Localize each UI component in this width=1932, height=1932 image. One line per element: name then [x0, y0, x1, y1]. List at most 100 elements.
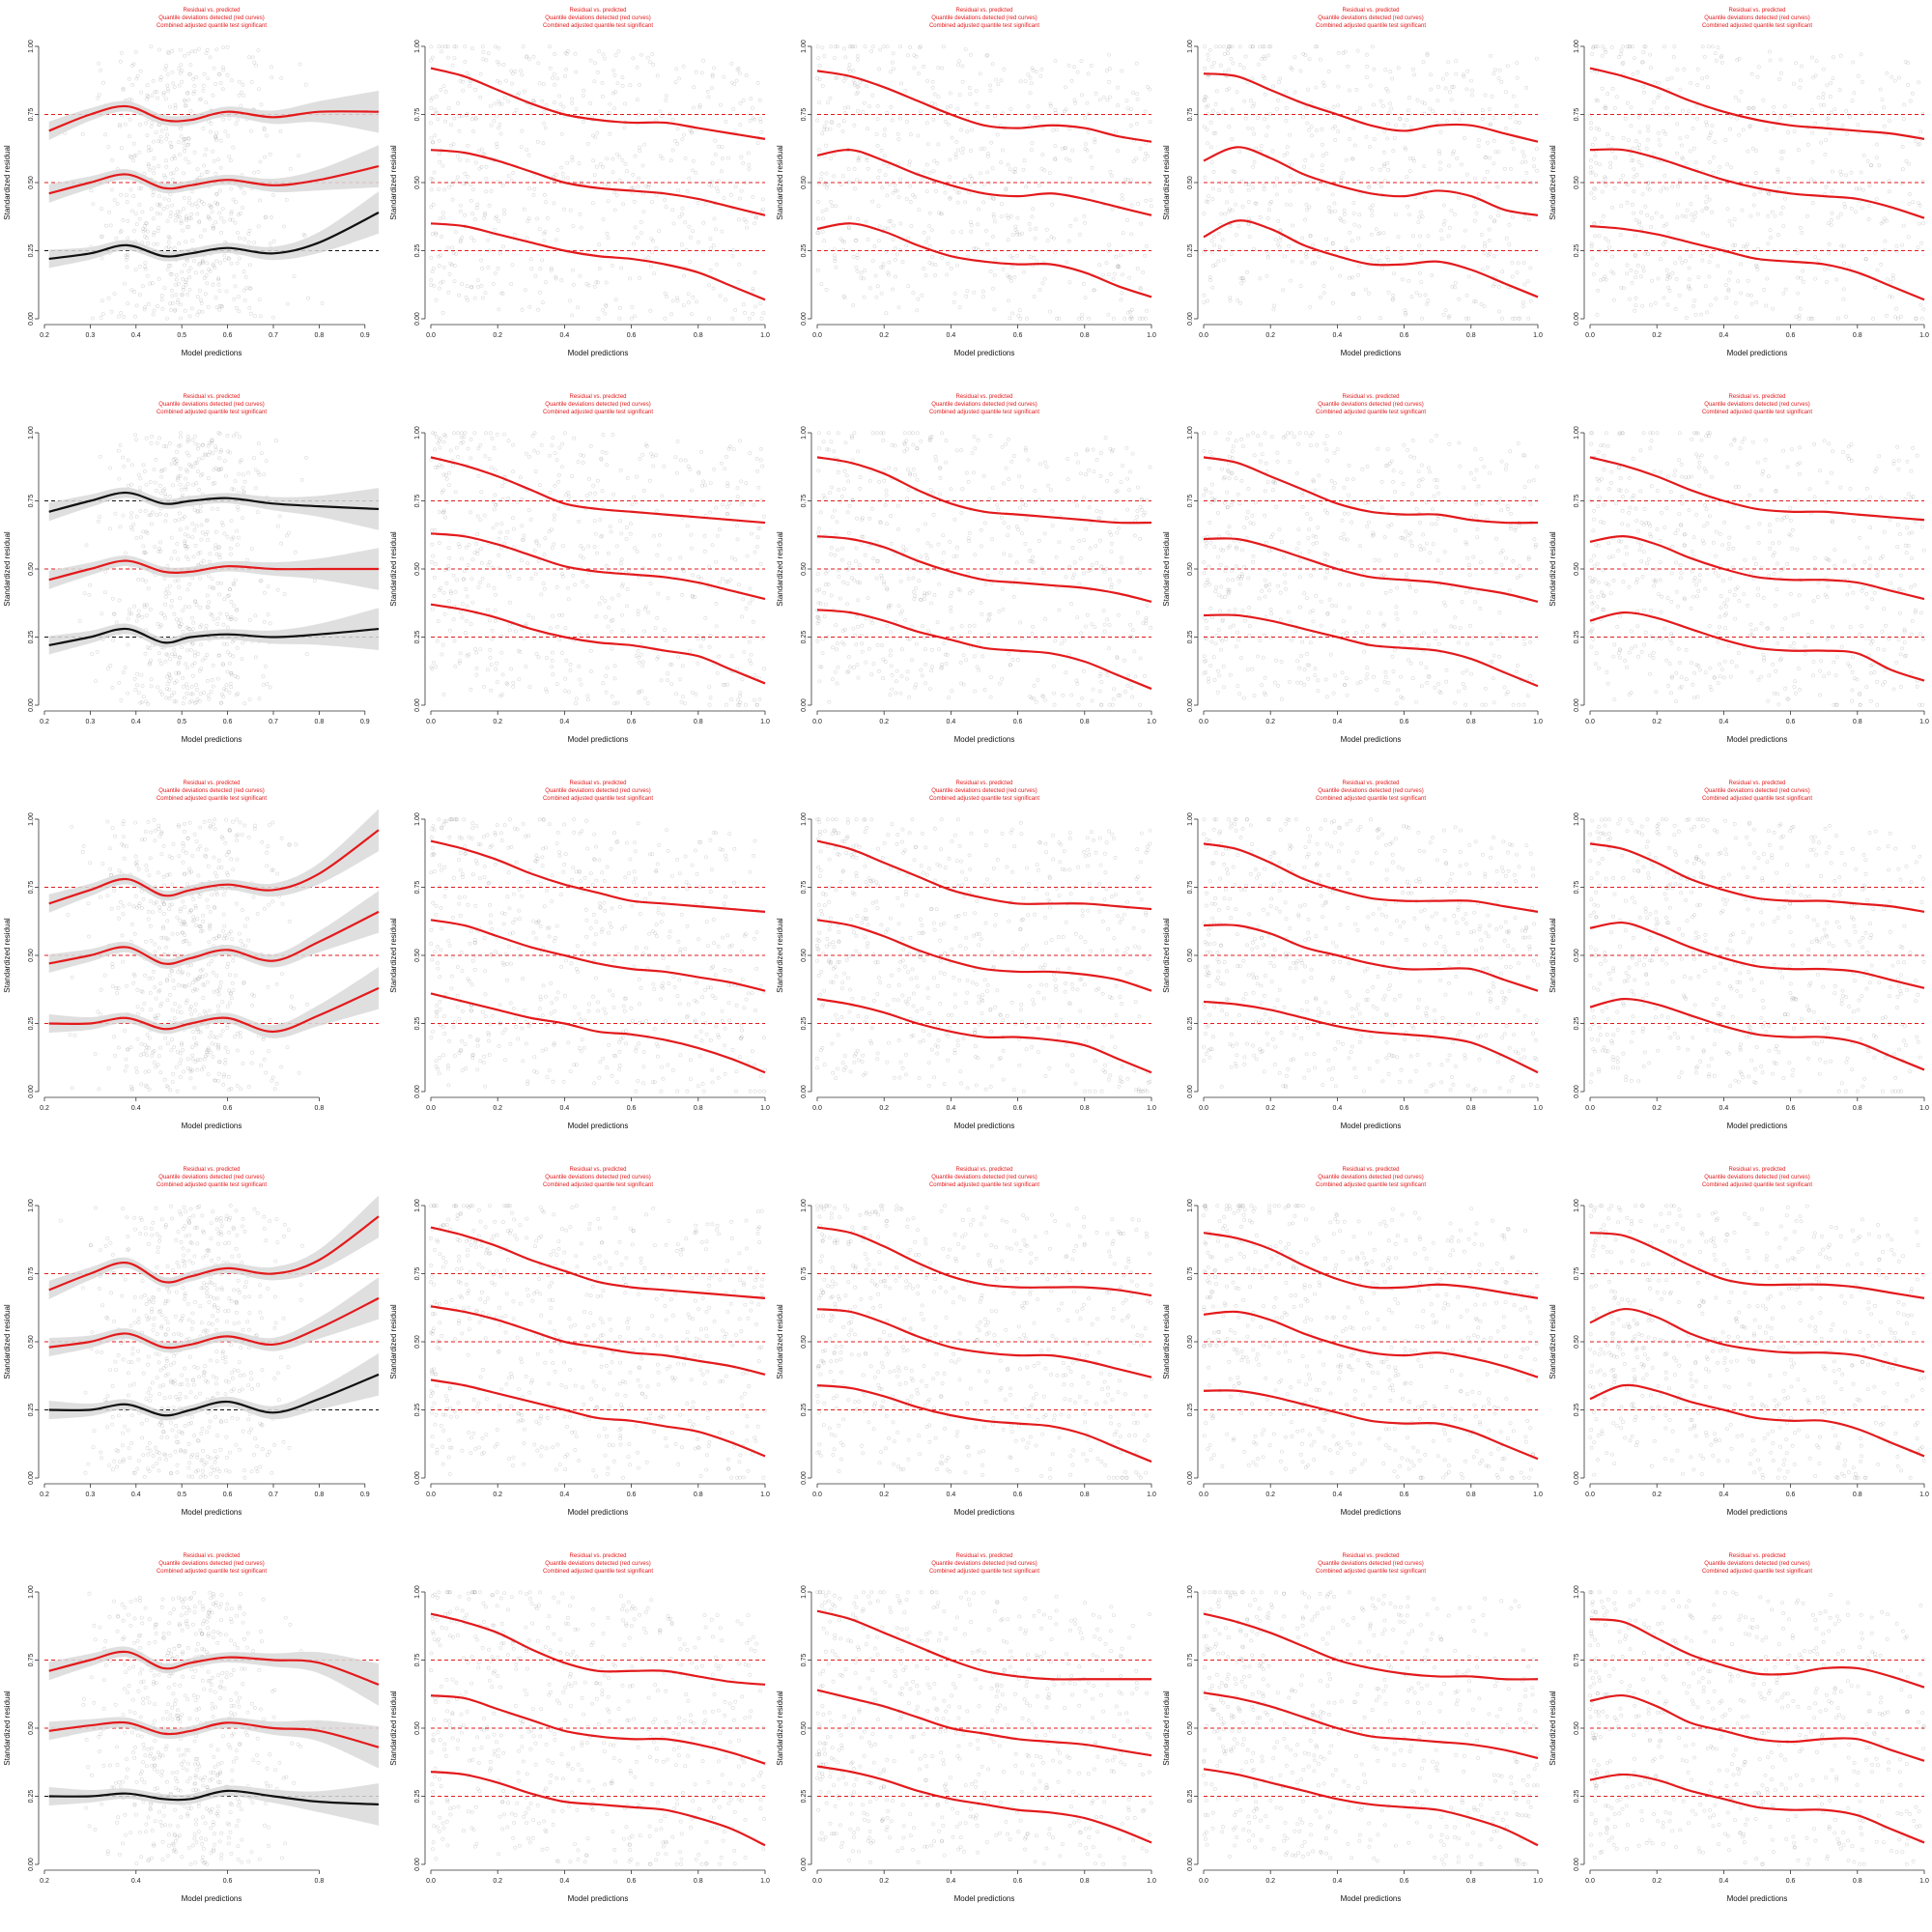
residual-point	[1604, 106, 1608, 111]
residual-point	[1664, 105, 1669, 110]
residual-point	[761, 311, 766, 316]
residual-point	[749, 97, 753, 101]
residual-point	[911, 192, 916, 197]
residual-point	[1667, 275, 1672, 280]
residual-point	[1462, 74, 1466, 79]
residual-point	[753, 304, 757, 309]
residual-point	[669, 662, 674, 667]
residual-point	[711, 243, 716, 248]
residual-point	[229, 209, 234, 213]
residual-point	[725, 682, 730, 687]
residual-point	[1122, 658, 1126, 663]
residual-point	[489, 663, 494, 668]
residual-point	[848, 665, 853, 669]
residual-point	[1044, 227, 1049, 232]
residual-point	[469, 510, 473, 515]
residual-point	[517, 91, 522, 96]
residual-point	[129, 98, 134, 102]
residual-point	[211, 663, 215, 668]
residual-point	[227, 690, 232, 695]
residual-point	[914, 54, 919, 59]
residual-point	[141, 229, 146, 234]
residual-point	[1386, 290, 1391, 295]
residual-point	[625, 587, 630, 591]
residual-point	[1781, 150, 1786, 154]
residual-point	[1874, 156, 1879, 160]
residual-point	[916, 297, 921, 301]
residual-point	[701, 249, 705, 254]
residual-point	[454, 251, 459, 256]
residual-point	[110, 187, 114, 192]
residual-point	[726, 156, 731, 160]
residual-point	[862, 295, 867, 299]
residual-point	[478, 72, 483, 76]
residual-point	[144, 482, 149, 487]
residual-point	[1588, 113, 1593, 118]
residual-point	[1890, 276, 1895, 281]
residual-point	[1094, 91, 1098, 96]
residual-point	[1260, 57, 1264, 62]
residual-point	[1675, 68, 1680, 72]
residual-point	[155, 304, 159, 309]
residual-point	[753, 270, 757, 274]
residual-point	[1836, 316, 1840, 321]
residual-point	[632, 199, 637, 204]
residual-point	[169, 462, 174, 467]
residual-point	[883, 226, 887, 231]
residual-point	[1106, 312, 1111, 317]
residual-point	[451, 617, 456, 622]
residual-point	[1681, 156, 1686, 161]
residual-point	[717, 654, 721, 659]
residual-point	[551, 75, 555, 80]
residual-point	[469, 622, 473, 626]
residual-point	[1607, 244, 1611, 249]
residual-point	[629, 185, 634, 190]
residual-point	[1109, 582, 1114, 587]
residual-point	[504, 78, 508, 83]
residual-point	[687, 176, 692, 181]
residual-point	[124, 193, 128, 198]
residual-point	[846, 105, 851, 110]
residual-point	[918, 44, 923, 49]
residual-point	[1042, 168, 1047, 173]
residual-point	[1444, 119, 1449, 124]
residual-point	[684, 247, 689, 252]
residual-point	[1243, 54, 1248, 59]
residual-point	[1203, 95, 1208, 99]
residual-point	[213, 134, 218, 139]
residual-point	[256, 441, 261, 445]
residual-point	[1822, 102, 1827, 107]
residual-point	[1749, 301, 1754, 306]
residual-point	[1228, 207, 1233, 212]
residual-point	[653, 626, 658, 630]
residual-point	[876, 204, 881, 209]
x-tick-label: 0.6	[1400, 332, 1409, 339]
residual-point	[489, 123, 494, 128]
residual-point	[205, 47, 210, 52]
residual-point	[536, 543, 541, 548]
residual-point	[1479, 301, 1484, 306]
residual-point	[1209, 145, 1213, 150]
residual-point	[1306, 87, 1311, 92]
residual-point	[161, 444, 166, 448]
residual-point	[191, 627, 195, 632]
residual-point	[1723, 283, 1728, 287]
residual-point	[737, 71, 742, 75]
residual-point	[563, 493, 568, 497]
residual-point	[237, 295, 241, 299]
residual-point	[713, 153, 718, 156]
residual-point	[1493, 150, 1498, 155]
residual-point	[1650, 278, 1654, 283]
residual-point	[482, 513, 487, 518]
residual-point	[877, 67, 882, 71]
residual-point	[1830, 217, 1833, 222]
y-axis-label: Standardized residual	[389, 145, 398, 220]
residual-point	[432, 283, 437, 288]
residual-point	[1015, 253, 1020, 258]
residual-point	[685, 524, 690, 528]
residual-point	[1239, 281, 1244, 286]
residual-point	[1482, 250, 1487, 255]
residual-point	[498, 131, 503, 136]
residual-point	[541, 582, 546, 586]
residual-point	[1336, 84, 1341, 89]
